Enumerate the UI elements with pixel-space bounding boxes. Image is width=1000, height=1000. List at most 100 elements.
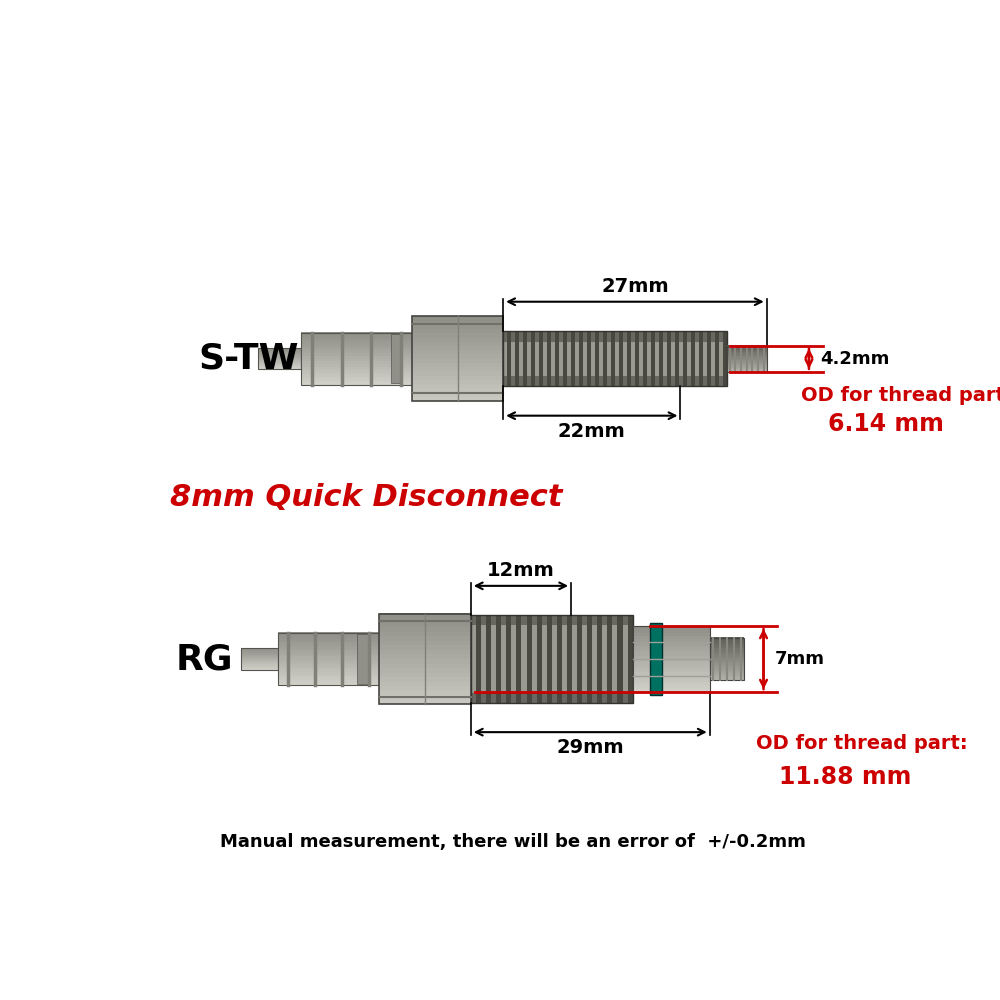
Bar xyxy=(532,625,537,693)
Bar xyxy=(258,355,301,357)
Bar xyxy=(521,625,527,693)
Bar xyxy=(241,662,278,663)
Bar xyxy=(301,343,412,346)
Bar xyxy=(258,357,301,359)
Bar xyxy=(301,345,412,348)
Bar xyxy=(278,664,379,667)
Bar xyxy=(727,358,767,360)
Bar xyxy=(379,622,471,627)
Bar xyxy=(519,342,523,376)
Bar xyxy=(412,375,503,380)
Bar xyxy=(379,663,471,668)
Text: 6.14 mm: 6.14 mm xyxy=(828,412,944,436)
Bar xyxy=(527,615,532,703)
Bar xyxy=(710,659,744,661)
Bar xyxy=(412,329,503,333)
Bar xyxy=(379,627,471,632)
Bar xyxy=(278,661,379,664)
Bar xyxy=(727,346,767,372)
Bar xyxy=(241,660,278,661)
Bar xyxy=(727,350,767,352)
Bar xyxy=(547,615,552,703)
Bar xyxy=(278,677,379,680)
Bar xyxy=(633,669,710,672)
Bar xyxy=(727,347,767,348)
Bar xyxy=(727,349,767,351)
Bar xyxy=(628,615,633,703)
Bar xyxy=(552,625,557,693)
Bar xyxy=(241,648,278,649)
Bar xyxy=(715,331,719,386)
Bar xyxy=(412,388,503,393)
Bar xyxy=(539,331,543,386)
Bar xyxy=(615,342,619,376)
Bar xyxy=(301,379,412,382)
Bar xyxy=(412,316,503,321)
Bar xyxy=(591,342,595,376)
Bar xyxy=(723,331,727,386)
Bar xyxy=(511,625,516,693)
Bar xyxy=(612,625,617,693)
Bar xyxy=(278,646,379,649)
Bar xyxy=(278,680,379,683)
Bar xyxy=(241,651,278,653)
Bar xyxy=(506,615,511,703)
Bar xyxy=(727,367,767,369)
Bar xyxy=(412,371,503,376)
Bar xyxy=(579,331,583,386)
Bar xyxy=(607,615,612,703)
Bar xyxy=(727,360,767,361)
Bar xyxy=(679,342,683,376)
Bar xyxy=(241,648,278,670)
Bar xyxy=(633,635,710,639)
Bar xyxy=(667,331,671,386)
Bar xyxy=(241,653,278,655)
Bar xyxy=(412,379,503,384)
Bar xyxy=(258,348,301,349)
Bar xyxy=(241,663,278,664)
Bar xyxy=(727,356,767,357)
Bar xyxy=(623,342,627,376)
Bar xyxy=(551,342,555,376)
Bar xyxy=(595,331,599,386)
Bar xyxy=(633,632,710,636)
Bar xyxy=(639,342,643,376)
Bar xyxy=(655,342,659,376)
Bar xyxy=(412,333,503,338)
Bar xyxy=(301,361,412,364)
Bar xyxy=(633,626,710,629)
Bar xyxy=(710,678,744,680)
Bar xyxy=(703,342,707,376)
Bar xyxy=(379,668,471,673)
Bar xyxy=(412,392,503,397)
Bar xyxy=(379,686,471,691)
Bar xyxy=(727,366,767,368)
Bar xyxy=(727,369,767,370)
Bar xyxy=(710,650,744,653)
Bar xyxy=(687,342,691,376)
Bar xyxy=(241,667,278,669)
Bar xyxy=(357,634,368,684)
Bar xyxy=(471,615,633,703)
Bar xyxy=(631,342,635,376)
Bar xyxy=(278,682,379,685)
Bar xyxy=(710,640,744,642)
Bar xyxy=(379,640,471,645)
Bar xyxy=(633,672,710,676)
Bar xyxy=(476,615,481,703)
Bar xyxy=(278,666,379,669)
Bar xyxy=(633,675,710,679)
Bar xyxy=(633,678,710,682)
Bar xyxy=(412,363,503,367)
Bar xyxy=(379,654,471,659)
Bar xyxy=(659,331,663,386)
Bar xyxy=(412,337,503,342)
Bar xyxy=(727,370,767,372)
Bar xyxy=(727,353,767,355)
Bar xyxy=(572,625,577,693)
Bar xyxy=(301,353,412,356)
Bar xyxy=(258,362,301,363)
Bar xyxy=(633,685,710,689)
Bar xyxy=(379,613,471,618)
Bar xyxy=(241,655,278,657)
